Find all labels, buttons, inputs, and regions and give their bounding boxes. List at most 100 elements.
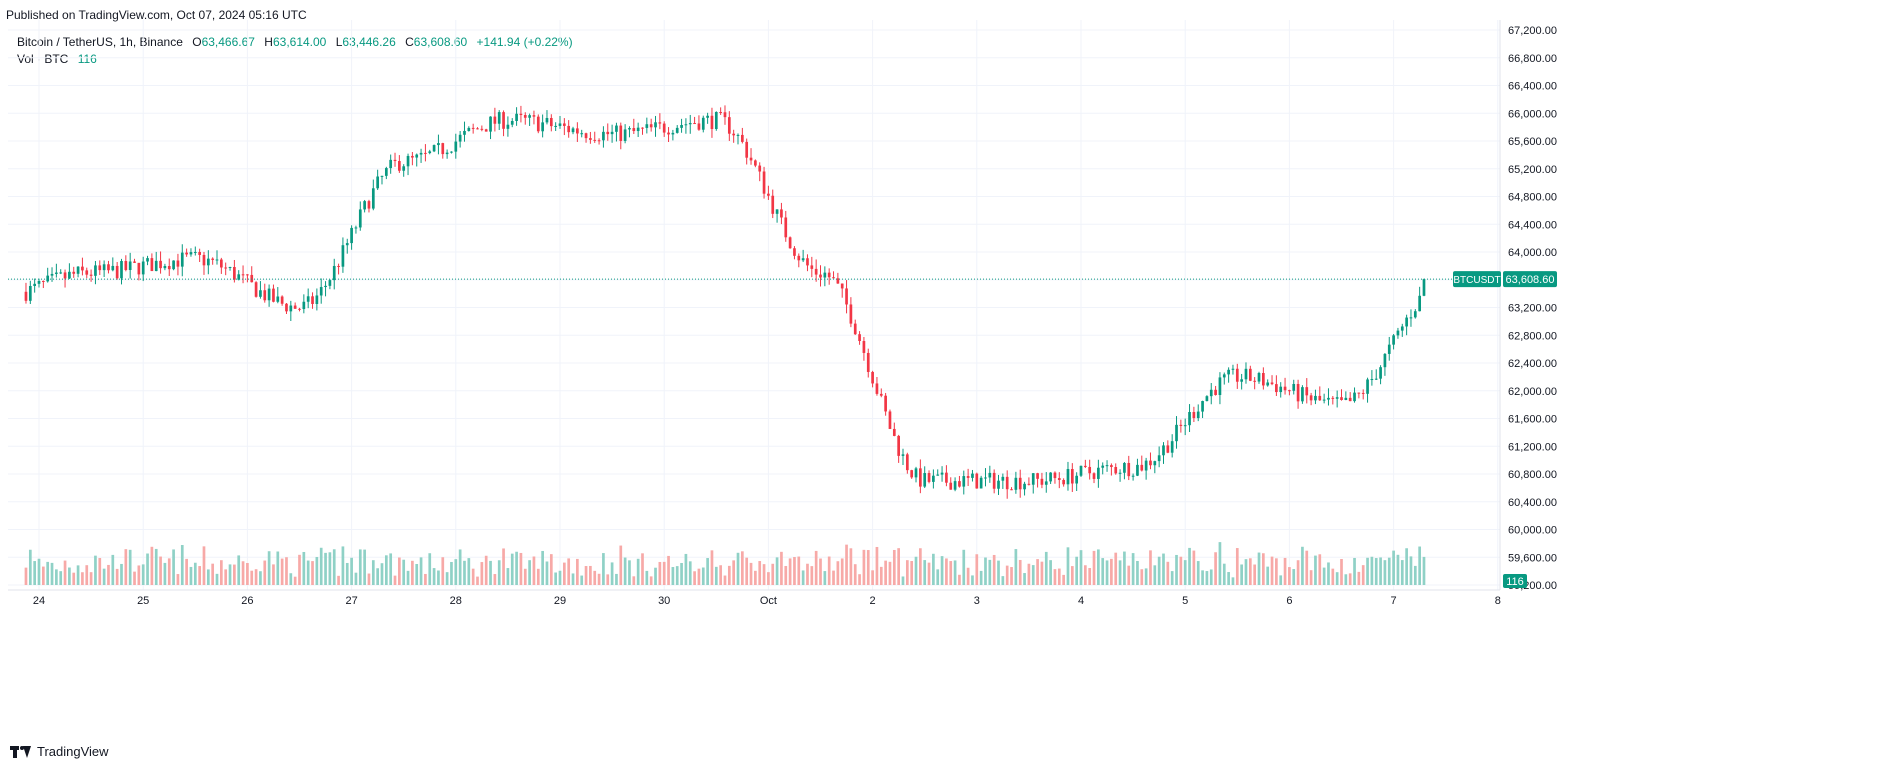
- candle-body: [879, 393, 883, 396]
- volume-bar: [610, 562, 614, 585]
- volume-tag-value: 116: [1506, 576, 1524, 588]
- volume-bar: [636, 558, 640, 585]
- candle-body: [884, 395, 887, 412]
- candle-body: [528, 115, 531, 118]
- volume-bar: [701, 567, 705, 585]
- volume-bar: [1105, 560, 1109, 585]
- price-chart[interactable]: 67,200.00 66,800.00 66,400.00 66,000.00 65,6…: [0, 0, 1882, 740]
- high-value: 63,614.00: [272, 35, 327, 49]
- volume-bar: [41, 566, 45, 585]
- candle-body: [393, 159, 397, 162]
- brand-name: TradingView: [37, 744, 109, 759]
- volume-bar: [806, 563, 809, 585]
- volume-bar: [649, 576, 653, 585]
- volume-bar: [979, 570, 983, 585]
- candle-body: [901, 454, 905, 456]
- candle-body: [1366, 379, 1369, 394]
- candle-body: [888, 411, 892, 429]
- candle-body: [1044, 481, 1048, 485]
- candle-body: [836, 278, 840, 284]
- volume-bar: [693, 571, 696, 585]
- volume-bar: [1422, 556, 1426, 585]
- volume-bar: [189, 566, 193, 585]
- candle-body: [185, 252, 188, 255]
- tradingview-logo-icon: [10, 745, 32, 758]
- volume-bars: [24, 542, 1426, 585]
- candle-body: [1105, 465, 1109, 467]
- volume-bar: [493, 574, 497, 585]
- candle-body: [146, 258, 149, 262]
- volume-bar: [536, 568, 540, 585]
- volume-bar: [927, 562, 931, 585]
- volume-bar: [267, 551, 271, 585]
- candle-body: [371, 188, 375, 209]
- candle-body: [1370, 379, 1374, 381]
- volume-bar: [1387, 557, 1391, 585]
- candle-body: [1409, 317, 1413, 319]
- volume-tag: 116: [1503, 574, 1527, 588]
- candle-body: [675, 127, 679, 133]
- volume-bar: [1014, 549, 1018, 585]
- volume-bar: [1340, 559, 1343, 585]
- volume-bar: [411, 560, 414, 585]
- volume-bar: [1305, 550, 1309, 585]
- candle-body: [1361, 392, 1365, 394]
- candle-body: [949, 482, 953, 490]
- candle-body: [493, 116, 497, 124]
- candle-body: [806, 258, 809, 266]
- volume-bar: [1079, 550, 1083, 585]
- candle-body: [767, 193, 770, 196]
- price-tag-symbol-bg: [1453, 271, 1501, 288]
- volume-bar: [1301, 546, 1304, 585]
- volume-bar: [1023, 573, 1026, 585]
- volume-bar: [1257, 552, 1261, 585]
- volume-bar: [1344, 574, 1348, 585]
- volume-bar: [1097, 549, 1100, 585]
- volume-bar: [1153, 565, 1157, 585]
- candle-body: [254, 282, 258, 297]
- candle-body: [1331, 397, 1335, 399]
- volume-bar: [220, 560, 223, 585]
- candle-body: [1153, 461, 1157, 466]
- candle-body: [1183, 425, 1187, 427]
- volume-bar: [1222, 563, 1226, 585]
- y-tick-label: 67,200.00: [1508, 25, 1557, 37]
- volume-bar: [467, 558, 471, 585]
- volume-bar: [311, 561, 314, 585]
- candle-body: [1275, 384, 1278, 393]
- volume-bar: [1044, 551, 1048, 585]
- candle-body: [636, 127, 640, 132]
- time-axis[interactable]: 24 25 26 27 28 29 30 Oct 2 3 4 5 6 7 8: [8, 589, 1501, 607]
- candle-body: [445, 152, 449, 155]
- candle-body: [1144, 460, 1148, 471]
- volume-bar: [602, 553, 605, 585]
- candle-body: [141, 261, 145, 275]
- volume-bar: [905, 560, 909, 585]
- volume-bar: [185, 558, 188, 585]
- price-axis[interactable]: 67,200.00 66,800.00 66,400.00 66,000.00 65,6…: [1499, 20, 1557, 592]
- candle-body: [471, 127, 475, 129]
- footer-brand[interactable]: TradingView: [10, 744, 109, 759]
- volume-bar: [476, 576, 479, 585]
- volume-bar: [1010, 567, 1013, 585]
- volume-bar: [597, 573, 601, 585]
- candle-body: [358, 209, 362, 228]
- candle-body: [1101, 465, 1105, 468]
- candle-body: [1400, 326, 1404, 331]
- volume-bar: [519, 552, 523, 585]
- volume-bar: [1053, 569, 1057, 585]
- symbol-title[interactable]: Bitcoin / TetherUS, 1h, Binance: [17, 35, 183, 49]
- candle-body: [1196, 411, 1200, 419]
- volume-bar: [958, 574, 961, 585]
- candle-body: [55, 272, 58, 274]
- volume-bar: [662, 561, 666, 585]
- volume-label[interactable]: Vol · BTC: [17, 52, 69, 66]
- volume-bar: [332, 549, 336, 585]
- volume-bar: [450, 561, 453, 585]
- volume-bar: [953, 560, 957, 585]
- candle-body: [259, 290, 262, 297]
- candle-body: [376, 176, 379, 189]
- volume-bar: [506, 568, 510, 585]
- candle-body: [367, 201, 371, 209]
- candle-body: [897, 435, 900, 456]
